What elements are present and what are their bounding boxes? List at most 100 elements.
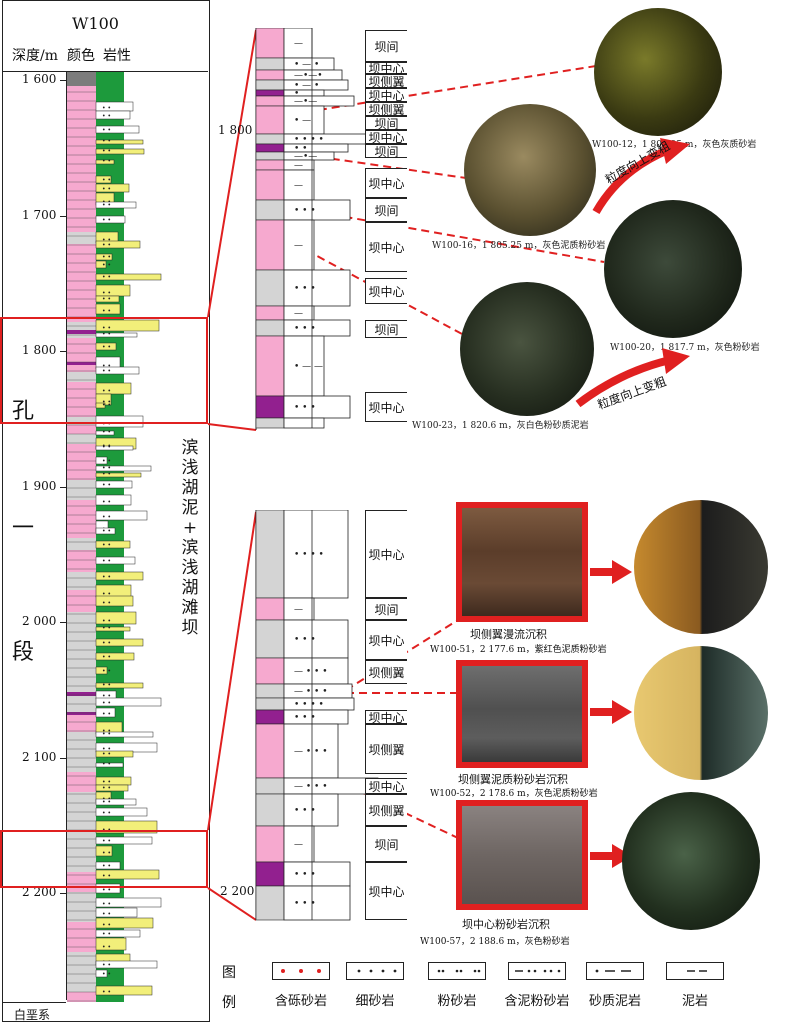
detail-lithology-symbol: • — — bbox=[294, 362, 323, 372]
depth-tick-label: 1 900 bbox=[22, 478, 57, 493]
lithology-bar bbox=[95, 139, 144, 145]
lithology-symbol: • • bbox=[102, 618, 111, 625]
lithology-bar bbox=[95, 366, 140, 375]
detail-lithology-box bbox=[283, 335, 325, 397]
depth-tick bbox=[60, 893, 66, 894]
thin-section-6 bbox=[634, 646, 768, 780]
facies-box: 坝中心 bbox=[365, 222, 407, 272]
detail-color-band bbox=[255, 657, 285, 685]
lithology-bar bbox=[95, 556, 136, 565]
lithology-bar bbox=[95, 110, 131, 120]
lithology-symbol: • • bbox=[102, 779, 111, 786]
detail-lithology-symbol: • — • bbox=[294, 81, 319, 91]
gray-band bbox=[67, 434, 96, 444]
detail-lithology-symbol: — bbox=[294, 309, 303, 319]
depth-header: 深度/m bbox=[12, 48, 58, 64]
facies-label-char: 泥 bbox=[181, 498, 199, 518]
thin-section-3-caption: W100-20，1 817.7 m，灰色粉砂岩 bbox=[610, 343, 760, 353]
lithology-symbol: • • bbox=[102, 458, 111, 465]
detail-lithology-box bbox=[283, 619, 349, 659]
lithology-bar bbox=[95, 845, 113, 857]
upper-depth-tick: 1 800 bbox=[218, 123, 253, 137]
legend-label: 含砾砂岩 bbox=[274, 994, 327, 1009]
lithology-bar bbox=[95, 869, 160, 880]
facies-box: 坝中心 bbox=[365, 510, 407, 598]
facies-label-char: 浅 bbox=[181, 558, 199, 578]
upper-detail-log: —• — •—•—•• — ••—•—• —• • • •• •—•———• •… bbox=[255, 28, 379, 430]
detail-lithology-symbol: — • • • bbox=[294, 667, 328, 677]
lithology-bar bbox=[95, 445, 134, 451]
legend-swatch bbox=[346, 962, 404, 980]
lower-detail-log: • • • • — • • • — • • • — • • • • • • • • • • —… bbox=[255, 510, 379, 921]
lithology-symbol: • • bbox=[102, 113, 111, 120]
lithology-symbol: • • bbox=[102, 600, 111, 607]
thin-section-3 bbox=[604, 200, 742, 338]
facies-box: 坝间 bbox=[365, 198, 407, 222]
legend-label: 砂质泥岩 bbox=[588, 994, 641, 1009]
core-photo-2-caption: W100-52，2 178.6 m，灰色泥质粉砂岩 bbox=[430, 789, 598, 799]
detail-lithology-box bbox=[283, 199, 351, 221]
lithology-bar bbox=[95, 969, 108, 978]
lithology-symbol: • • bbox=[102, 911, 111, 918]
lithology-symbol: • • bbox=[102, 444, 111, 451]
highlight-upper bbox=[0, 317, 208, 424]
lower-depth-tick: 2 200 bbox=[220, 884, 255, 898]
lithology-symbol: • • bbox=[102, 989, 111, 996]
gray-band bbox=[67, 732, 96, 772]
lithology-bar bbox=[95, 253, 113, 261]
lithology-bar bbox=[95, 907, 138, 918]
lithology-symbol: • • bbox=[102, 901, 111, 908]
color-column-top bbox=[67, 72, 96, 86]
facies-box: 坝中心 bbox=[365, 130, 407, 145]
depth-tick-label: 1 800 bbox=[22, 343, 57, 357]
lithology-symbol: • • bbox=[102, 429, 111, 436]
lithology-symbol: • • bbox=[102, 574, 111, 581]
legend-title-1: 图 bbox=[222, 965, 236, 981]
thin-section-1 bbox=[594, 8, 722, 136]
lithology-symbol: • • bbox=[102, 158, 111, 165]
lithology-bar bbox=[95, 883, 121, 894]
depth-tick bbox=[60, 80, 66, 81]
detail-lithology-symbol: • • • bbox=[294, 284, 316, 294]
lithology-symbol: • • bbox=[102, 654, 111, 661]
lithology-symbol: • • bbox=[102, 254, 111, 261]
lithology-bar bbox=[95, 295, 120, 303]
detail-lithology-symbol: — • • • bbox=[294, 782, 328, 792]
facies-box: 坝侧翼 bbox=[365, 724, 407, 774]
legend-swatch bbox=[272, 962, 330, 980]
lithology-symbol: • • bbox=[102, 542, 111, 549]
lithology-bar bbox=[95, 571, 144, 581]
detail-lithology-symbol: —•— bbox=[294, 152, 317, 162]
detail-lithology-symbol: • • • bbox=[294, 206, 316, 216]
lithology-bar bbox=[95, 836, 153, 845]
detail-lithology-symbol: • • • bbox=[294, 806, 316, 816]
lithology-bar bbox=[95, 929, 141, 938]
facies-box: 坝间 bbox=[365, 320, 407, 338]
facies-box: 坝间 bbox=[365, 144, 407, 159]
facies-box: 坝间 bbox=[365, 30, 407, 62]
gray-band bbox=[67, 572, 96, 590]
detail-lithology-symbol: • • • bbox=[294, 899, 316, 909]
lithology-bar bbox=[95, 731, 154, 738]
facies-label-char: + bbox=[182, 518, 198, 538]
lithology-symbol: • • bbox=[102, 682, 111, 689]
depth-tick-label: 2 100 bbox=[22, 749, 57, 764]
detail-lithology-box bbox=[283, 417, 325, 429]
lithology-symbol: • • bbox=[102, 693, 111, 700]
thin-section-2 bbox=[464, 104, 596, 236]
core-photo-3-caption: W100-57，2 188.6 m，灰色粉砂岩 bbox=[420, 937, 570, 947]
lithology-bar bbox=[95, 415, 144, 428]
gray-band bbox=[67, 538, 96, 550]
lithology-symbol: • • bbox=[102, 558, 111, 565]
lithology-bar bbox=[95, 332, 138, 338]
lithology-symbol: • • bbox=[102, 799, 111, 806]
lithology-symbol: • • bbox=[102, 668, 111, 675]
purple-band bbox=[67, 330, 96, 334]
lithology-symbol: • • bbox=[102, 971, 111, 978]
thin-section-4 bbox=[460, 282, 594, 416]
detail-color-band bbox=[255, 723, 285, 779]
well-name: W100 bbox=[72, 14, 119, 33]
detail-lithology-symbol: • • • • bbox=[294, 135, 324, 145]
legend-swatch bbox=[428, 962, 486, 980]
lithology-symbol: • • bbox=[102, 640, 111, 647]
